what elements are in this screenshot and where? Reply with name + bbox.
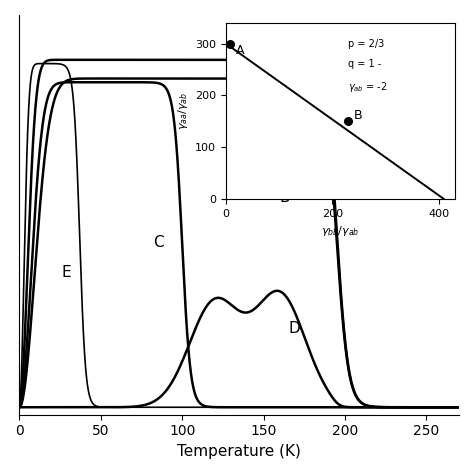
Text: D: D [288, 320, 300, 336]
Text: C: C [153, 235, 164, 250]
Text: B: B [280, 190, 291, 205]
X-axis label: Temperature (K): Temperature (K) [177, 444, 301, 459]
Text: E: E [62, 264, 71, 280]
Text: A: A [272, 89, 282, 104]
